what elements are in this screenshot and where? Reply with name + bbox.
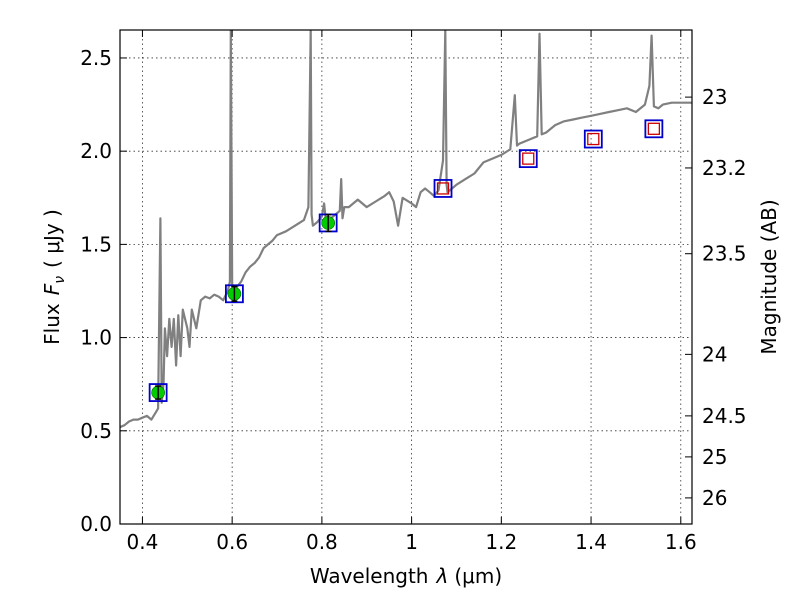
x-axis-label-text: Wavelength xyxy=(310,564,429,588)
x-axis-label: Wavelength λ (μm) xyxy=(310,564,502,588)
observed-point xyxy=(318,213,338,233)
model-point xyxy=(644,119,664,139)
y-axis-right-label: Magnitude (AB) xyxy=(757,199,781,354)
model-inner-box xyxy=(647,122,661,135)
model-point xyxy=(433,179,453,198)
y-axis-label-subscript: ν xyxy=(52,276,68,284)
model-box xyxy=(583,129,603,149)
spectrum-layer xyxy=(120,30,692,429)
model-inner-box xyxy=(522,152,535,165)
plot-background xyxy=(120,30,692,524)
model-box xyxy=(224,284,244,304)
y-axis-label-symbol: F xyxy=(40,283,64,295)
model-point xyxy=(518,149,538,169)
model-inner-box xyxy=(587,132,600,146)
y-tick-label: 0.5 xyxy=(80,419,112,443)
x-tick-label: 0.4 xyxy=(127,530,159,554)
y-tick-label: 1.5 xyxy=(80,232,112,256)
model-inner-box xyxy=(436,182,450,195)
model-box xyxy=(644,119,664,139)
y-tick-label: 1.0 xyxy=(80,326,112,350)
observed-point xyxy=(148,383,168,402)
x-axis-label-unit: (μm) xyxy=(454,564,502,588)
axis-ticks: 0.4 0.6 0.8 1 1.2 1.4 1.6 0.0 0.5 1.0 1.5 2.0 2.5 23 2… xyxy=(80,30,747,554)
model-box xyxy=(518,149,538,169)
x-tick-label: 1.4 xyxy=(575,530,607,554)
right-tick-label: 24.5 xyxy=(702,404,747,428)
right-tick-label: 23.5 xyxy=(702,242,747,266)
y-axis-label-unit: ( μJy ) xyxy=(40,209,64,268)
right-tick-label: 23 xyxy=(702,85,727,109)
right-tick-label: 25 xyxy=(702,445,727,469)
y-axis-label: Flux Fν ( μJy ) xyxy=(40,209,68,345)
model-point xyxy=(583,129,603,149)
observed-point xyxy=(224,284,244,304)
model-box xyxy=(433,179,453,198)
spectrum-line xyxy=(120,30,692,429)
x-tick-label: 0.8 xyxy=(306,530,338,554)
y-tick-label: 2.0 xyxy=(80,139,112,163)
x-tick-label: 0.6 xyxy=(216,530,248,554)
model-box xyxy=(148,383,168,402)
x-tick-label: 1.6 xyxy=(665,530,697,554)
y-tick-label: 2.5 xyxy=(80,46,112,70)
y-axis-label-text: Flux xyxy=(40,303,64,345)
x-tick-label: 1.2 xyxy=(485,530,517,554)
photometry-points xyxy=(148,119,664,402)
plot-frame xyxy=(119,29,693,525)
right-tick-label: 23.2 xyxy=(702,156,747,180)
x-tick-label: 1 xyxy=(405,530,418,554)
x-axis-label-symbol: λ xyxy=(436,564,449,588)
right-tick-label: 26 xyxy=(702,486,727,510)
y-tick-label: 0.0 xyxy=(80,512,112,536)
right-tick-label: 24 xyxy=(702,342,727,366)
